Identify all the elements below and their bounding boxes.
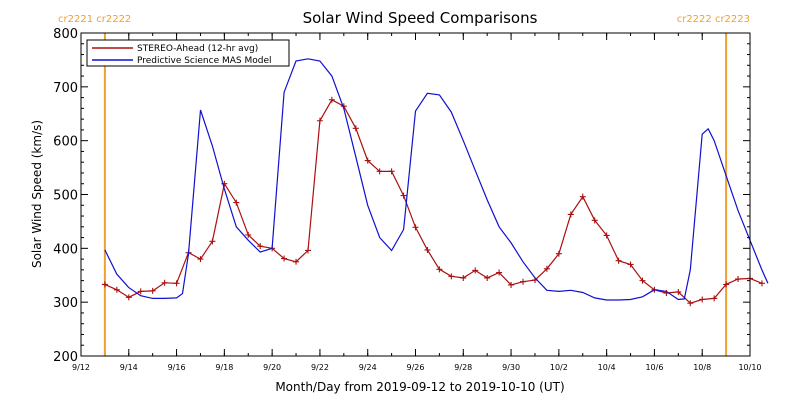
series-0-point-21 (352, 125, 359, 132)
chart-title: Solar Wind Speed Comparisons (303, 9, 538, 27)
x-tick-label-9-24: 9/24 (359, 363, 377, 372)
series-0-point-25 (400, 192, 407, 199)
series-0-point-49 (687, 300, 694, 307)
series-0-point-29 (448, 273, 455, 280)
series-0-point-50 (699, 296, 706, 303)
series-0-point-4 (149, 287, 156, 294)
series-0-point-55 (758, 280, 765, 287)
series-layer (101, 58, 769, 307)
legend-box (86, 39, 290, 67)
x-axis-label: Month/Day from 2019-09-12 to 2019-10-10 … (275, 380, 564, 394)
series-0-point-45 (639, 277, 646, 284)
series-0-point-43 (615, 257, 622, 264)
x-tick-label-10-8: 10/8 (693, 363, 711, 372)
series-0-point-38 (555, 250, 562, 257)
series-0-point-28 (436, 266, 443, 273)
series-0-point-41 (591, 217, 598, 224)
y-tick-label-200: 200 (53, 350, 78, 365)
series-0-point-27 (424, 246, 431, 253)
x-tick-label-9-14: 9/14 (120, 363, 138, 372)
series-0-point-1 (113, 286, 120, 293)
series-0-point-30 (460, 274, 467, 281)
x-tick-label-9-26: 9/26 (407, 363, 425, 372)
series-0-point-3 (137, 288, 144, 295)
y-tick-label-300: 300 (53, 296, 78, 311)
series-0-point-19 (328, 96, 335, 103)
legend-entry-0: STEREO-Ahead (12-hr avg) (137, 44, 258, 54)
series-0-point-48 (675, 288, 682, 295)
series-0-point-9 (209, 238, 216, 245)
series-0-point-51 (711, 295, 718, 302)
series-0-point-15 (281, 255, 288, 262)
series-0-point-23 (376, 168, 383, 175)
series-0-point-33 (496, 269, 503, 276)
x-tick-label-9-30: 9/30 (502, 363, 520, 372)
carrington-markers: cr2221 cr2222 cr2222 cr2223 (58, 14, 750, 356)
x-tick-label-10-10: 10/10 (738, 363, 761, 372)
series-0-point-0 (101, 281, 108, 288)
carrington-label-0: cr2221 cr2222 (58, 14, 131, 25)
x-tick-label-9-22: 9/22 (311, 363, 329, 372)
x-tick-label-9-16: 9/16 (168, 363, 186, 372)
series-0-point-13 (257, 243, 264, 250)
x-tick-label-10-2: 10/2 (550, 363, 568, 372)
y-axis-label: Solar Wind Speed (km/s) (30, 120, 44, 268)
series-0-point-16 (293, 258, 300, 265)
series-0-point-32 (484, 274, 491, 281)
carrington-label-1: cr2222 cr2223 (677, 14, 750, 25)
series-0-point-52 (723, 281, 730, 288)
y-tick-label-500: 500 (53, 189, 78, 204)
series-0-point-24 (388, 168, 395, 175)
series-0-point-2 (125, 294, 132, 301)
y-tick-label-800: 800 (53, 27, 78, 42)
x-tick-label-9-18: 9/18 (215, 363, 233, 372)
y-tick-label-400: 400 (53, 242, 78, 257)
series-0-point-42 (603, 232, 610, 239)
x-tick-label-10-4: 10/4 (598, 363, 616, 372)
legend-entry-1: Predictive Science MAS Model (137, 56, 272, 66)
series-0-point-39 (567, 211, 574, 218)
series-0-point-22 (364, 157, 371, 164)
series-0-point-18 (316, 117, 323, 124)
series-0-point-44 (627, 261, 634, 268)
x-tick-label-9-20: 9/20 (263, 363, 281, 372)
plot-frame (80, 32, 751, 357)
y-tick-label-600: 600 (53, 135, 78, 150)
series-0-point-12 (245, 231, 252, 238)
series-0-point-37 (543, 265, 550, 272)
series-0-point-34 (508, 281, 515, 288)
x-tick-label-9-28: 9/28 (454, 363, 472, 372)
axis-ticks: 200 300 400 500 600 700 800 9/12 9/14 9/16 9/18 9/2… (53, 27, 761, 372)
series-0-point-5 (161, 279, 168, 286)
series-0-point-26 (412, 224, 419, 231)
series-0-point-31 (472, 267, 479, 274)
x-tick-label-9-12: 9/12 (72, 363, 90, 372)
series-0-point-35 (520, 278, 527, 285)
series-line-0 (104, 98, 763, 304)
y-tick-label-700: 700 (53, 81, 78, 96)
series-line-1 (104, 58, 769, 301)
series-0-point-11 (233, 199, 240, 206)
legend: STEREO-Ahead (12-hr avg) Predictive Scien… (86, 39, 290, 67)
series-0-point-6 (173, 280, 180, 287)
series-0-point-40 (579, 193, 586, 200)
x-tick-label-10-6: 10/6 (645, 363, 663, 372)
series-0-point-8 (197, 256, 204, 263)
series-0-point-53 (735, 276, 742, 283)
series-0-point-17 (304, 247, 311, 254)
